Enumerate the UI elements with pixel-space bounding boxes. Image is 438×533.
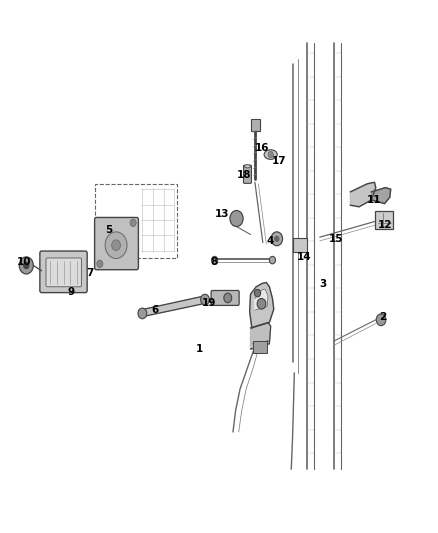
Circle shape bbox=[275, 236, 279, 241]
Text: 16: 16 bbox=[254, 143, 269, 153]
Text: 6: 6 bbox=[152, 305, 159, 315]
Circle shape bbox=[130, 219, 136, 227]
Circle shape bbox=[269, 256, 276, 264]
Text: 17: 17 bbox=[272, 156, 287, 166]
Circle shape bbox=[268, 151, 273, 158]
Circle shape bbox=[201, 294, 209, 305]
Text: 14: 14 bbox=[297, 252, 312, 262]
Polygon shape bbox=[371, 188, 391, 204]
Polygon shape bbox=[255, 289, 268, 310]
Text: 19: 19 bbox=[202, 298, 216, 308]
FancyBboxPatch shape bbox=[46, 258, 81, 287]
Text: 4: 4 bbox=[267, 236, 274, 246]
Circle shape bbox=[257, 298, 266, 309]
Circle shape bbox=[138, 308, 147, 319]
Circle shape bbox=[376, 314, 386, 326]
Text: 9: 9 bbox=[67, 287, 74, 297]
Text: 13: 13 bbox=[215, 209, 230, 219]
Text: 11: 11 bbox=[367, 195, 382, 205]
Text: 8: 8 bbox=[210, 257, 217, 267]
FancyBboxPatch shape bbox=[293, 238, 307, 252]
Text: 7: 7 bbox=[86, 268, 93, 278]
Text: 18: 18 bbox=[237, 170, 252, 180]
Text: 2: 2 bbox=[380, 312, 387, 322]
Circle shape bbox=[19, 257, 33, 274]
Circle shape bbox=[254, 289, 261, 297]
FancyBboxPatch shape bbox=[211, 290, 239, 305]
FancyBboxPatch shape bbox=[244, 165, 251, 183]
FancyBboxPatch shape bbox=[40, 251, 87, 293]
FancyBboxPatch shape bbox=[375, 211, 393, 229]
Polygon shape bbox=[251, 322, 271, 349]
Text: 1: 1 bbox=[196, 344, 203, 354]
Circle shape bbox=[105, 232, 127, 259]
Polygon shape bbox=[139, 296, 208, 317]
Circle shape bbox=[97, 260, 103, 268]
Text: 15: 15 bbox=[329, 234, 344, 244]
Text: 10: 10 bbox=[17, 257, 32, 267]
Polygon shape bbox=[350, 182, 376, 207]
Circle shape bbox=[230, 211, 243, 227]
Text: 12: 12 bbox=[377, 220, 392, 230]
Circle shape bbox=[112, 240, 120, 251]
Circle shape bbox=[271, 232, 283, 246]
Polygon shape bbox=[250, 282, 274, 328]
Circle shape bbox=[224, 293, 232, 303]
Text: 5: 5 bbox=[105, 225, 112, 235]
Ellipse shape bbox=[264, 150, 277, 159]
FancyBboxPatch shape bbox=[95, 217, 138, 270]
Circle shape bbox=[24, 262, 29, 269]
Circle shape bbox=[212, 256, 218, 264]
Text: 3: 3 bbox=[320, 279, 327, 288]
FancyBboxPatch shape bbox=[251, 119, 260, 131]
FancyBboxPatch shape bbox=[253, 341, 267, 353]
Ellipse shape bbox=[244, 165, 251, 168]
